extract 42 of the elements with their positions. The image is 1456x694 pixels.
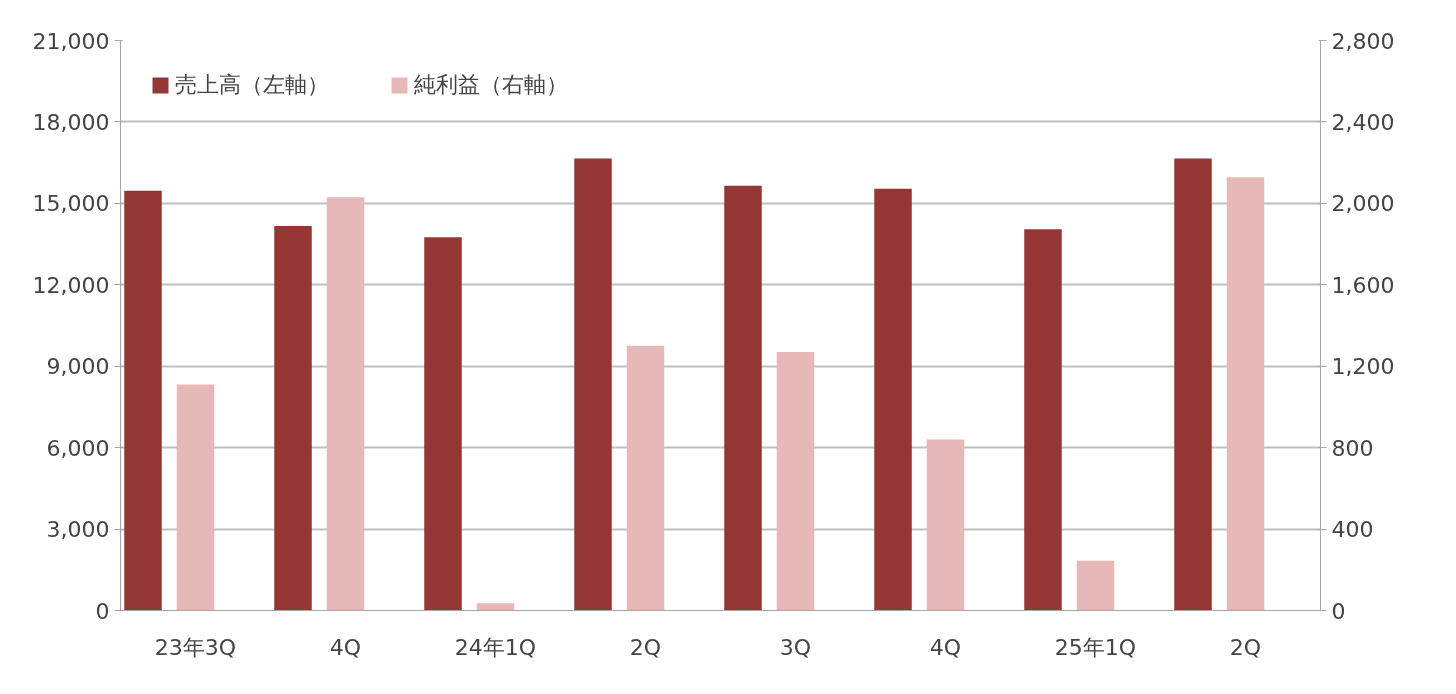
- bar: [176, 384, 215, 611]
- y2-tick-label: 1,600: [1331, 272, 1395, 298]
- legend-label: 純利益（右軸）: [414, 71, 568, 99]
- bar: [926, 439, 965, 611]
- y2-tick-label: 2,800: [1331, 28, 1395, 54]
- bar: [274, 225, 312, 611]
- x-tick-label: 4Q: [329, 634, 362, 660]
- y-tick-label: 6,000: [46, 435, 110, 461]
- bar: [1024, 229, 1062, 611]
- y2-tick-label: 0: [1331, 598, 1346, 624]
- y-tick-label: 3,000: [46, 517, 110, 543]
- bar: [874, 188, 912, 611]
- bar: [1174, 158, 1212, 611]
- bar: [326, 197, 365, 611]
- bar: [1226, 177, 1265, 611]
- y-tick-label: 12,000: [32, 272, 110, 298]
- y2-tick-label: 2,400: [1331, 109, 1395, 135]
- y2-tick-label: 800: [1331, 435, 1374, 461]
- x-tick-label: 2Q: [1229, 634, 1262, 660]
- bar: [776, 351, 815, 611]
- y2-tick-label: 1,200: [1331, 354, 1395, 380]
- bar: [724, 185, 762, 611]
- bar: [574, 158, 612, 611]
- legend-label: 売上高（左軸）: [175, 71, 329, 99]
- y-tick-label: 21,000: [32, 28, 110, 54]
- x-tick-label: 3Q: [779, 634, 812, 660]
- x-tick-label: 24年1Q: [454, 634, 537, 660]
- x-tick-label: 4Q: [929, 634, 962, 660]
- y-tick-label: 18,000: [32, 109, 110, 135]
- bar: [424, 237, 462, 611]
- x-tick-label: 25年1Q: [1054, 634, 1137, 660]
- x-tick-label: 23年3Q: [154, 634, 237, 660]
- y-tick-label: 15,000: [32, 191, 110, 217]
- bar: [1076, 560, 1115, 611]
- bar: [626, 345, 665, 611]
- y2-tick-label: 400: [1331, 517, 1374, 543]
- y2-tick-label: 2,000: [1331, 191, 1395, 217]
- bar: [476, 603, 515, 611]
- bar: [124, 190, 162, 611]
- x-tick-label: 2Q: [629, 634, 662, 660]
- y-tick-label: 9,000: [46, 354, 110, 380]
- y-tick-label: 0: [95, 598, 110, 624]
